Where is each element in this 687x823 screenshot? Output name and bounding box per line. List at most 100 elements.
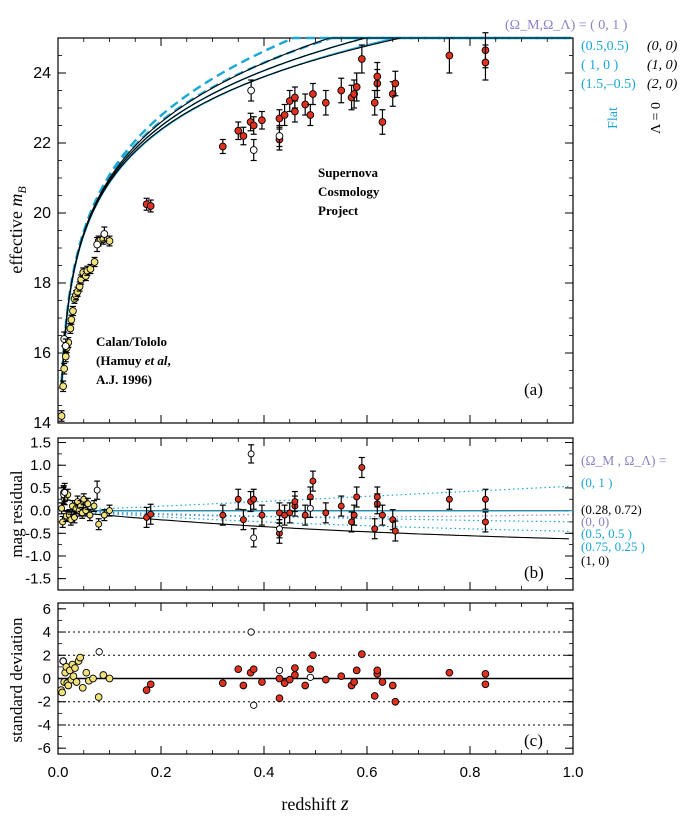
y-tick-label: -4 <box>38 717 51 734</box>
scp-point <box>249 121 258 130</box>
panel-b-legend-row: (0, 0) <box>581 514 609 529</box>
flat-label: Flat <box>606 107 621 129</box>
calan-sigma <box>58 688 66 697</box>
panel-a-legend-black-3: (2, 0) <box>647 77 678 92</box>
scp-sigma <box>481 670 490 678</box>
calan-residual <box>95 520 103 528</box>
model-curve <box>60 36 572 384</box>
scp-residual <box>250 495 258 503</box>
excluded-residual <box>247 450 255 458</box>
excluded-residual <box>250 534 258 542</box>
scp-point <box>146 202 155 210</box>
y-tick-label: 24 <box>33 65 51 82</box>
calan-residual <box>84 500 92 508</box>
scp-sigma <box>370 692 379 700</box>
scp-point <box>309 90 317 98</box>
lambda-zero-label: Λ = 0 <box>649 102 664 134</box>
scp-residual <box>147 510 155 518</box>
scp-point <box>280 111 289 119</box>
panel-a-legend-cyan-3: (1.5,–0.5) <box>581 77 636 92</box>
scp-residual <box>445 495 453 503</box>
excluded-point <box>249 146 258 154</box>
scp-residual <box>309 477 317 485</box>
scp-residual <box>379 511 386 519</box>
model-curve <box>60 36 572 384</box>
y-tick-label: 2 <box>43 647 51 664</box>
scp-sigma <box>239 681 248 690</box>
residual-model-line <box>58 510 569 523</box>
scp-sigma <box>321 675 330 684</box>
calan-point <box>57 412 66 420</box>
calan-sigma <box>78 683 87 692</box>
scp-point <box>391 79 400 88</box>
calan-point <box>90 258 99 266</box>
excluded-residual <box>93 486 101 494</box>
excluded-point <box>61 342 70 350</box>
scp-sigma <box>445 668 454 677</box>
scp-sigma <box>373 666 382 675</box>
panel-b-legend-row: (0.75, 0.25 ) <box>581 539 645 554</box>
scp-label-line1: Supernova <box>318 165 378 180</box>
panel-a-data-points <box>57 32 490 422</box>
calan-point <box>60 364 69 373</box>
scp-sigma <box>352 666 361 675</box>
calan-sigma <box>94 693 103 701</box>
panel-c-tag: (c) <box>524 731 543 750</box>
scp-point <box>291 107 299 116</box>
panel-a-ylabel-sub: B <box>15 186 29 194</box>
scp-residual <box>337 502 345 510</box>
scp-point <box>370 98 379 107</box>
scp-residual <box>350 511 358 519</box>
scp-sigma <box>249 665 258 674</box>
panel-a-legend-cyan-1: (0.5,0.5) <box>581 39 629 54</box>
panel-b-legend: (0, 1 ) (0.28, 0.72)(0, 0)(0.5, 0.5 )(0.7… <box>581 475 645 568</box>
panel-b-data-points <box>58 444 489 548</box>
x-tick-label: 0.8 <box>460 764 481 781</box>
scp-sigma <box>350 678 358 686</box>
y-tick-label: 22 <box>33 135 51 152</box>
calan-sigma <box>72 678 81 686</box>
model-curve <box>61 37 572 385</box>
panel-b-legend-row: (0, 1 ) <box>581 475 612 490</box>
calan-label-hamuy: (Hamuy <box>96 353 145 368</box>
x-tick-label: 0.4 <box>254 764 275 781</box>
y-tick-label: 6 <box>43 601 51 618</box>
x-tick-label: 0.2 <box>151 764 172 781</box>
scp-sigma <box>234 665 243 674</box>
scp-residual <box>482 518 489 526</box>
panel-a-tag: (a) <box>524 380 543 399</box>
calan-residual <box>71 513 78 521</box>
model-curve <box>60 37 572 385</box>
scp-residual <box>482 495 489 503</box>
scp-point <box>291 93 299 102</box>
calan-sigma <box>89 674 97 683</box>
x-tick-label: 1.0 <box>563 764 584 781</box>
y-tick-label: -1.0 <box>25 548 51 565</box>
panel-b-model-lines <box>58 485 573 540</box>
scp-point <box>306 111 315 119</box>
model-curve <box>61 37 572 385</box>
y-tick-label: -1.5 <box>25 571 51 588</box>
panel-c-ylabel: standard deviation <box>7 617 26 743</box>
scp-residual <box>391 527 399 535</box>
scp-point <box>239 132 248 140</box>
x-tick-label: 0.6 <box>357 764 378 781</box>
scp-label-line2: Cosmology <box>318 184 380 199</box>
excluded-point <box>247 86 255 95</box>
calan-sigma <box>99 671 108 679</box>
panel-b-frame <box>57 437 574 591</box>
calan-residual <box>58 504 66 512</box>
panel-b-tag: (b) <box>524 563 544 582</box>
panel-a-legend-black-1: (0, 0) <box>647 39 678 54</box>
calan-sigma <box>105 674 114 683</box>
calan-point <box>75 282 84 291</box>
scp-sigma <box>218 679 227 687</box>
y-tick-label: 16 <box>33 345 51 362</box>
excluded-sigma <box>250 701 258 709</box>
y-tick-label: 0 <box>43 671 51 688</box>
scp-residual <box>291 498 299 505</box>
x-axis-label-prefix: redshift <box>281 794 336 814</box>
residual-model-line <box>58 485 569 512</box>
scp-point <box>445 51 454 60</box>
